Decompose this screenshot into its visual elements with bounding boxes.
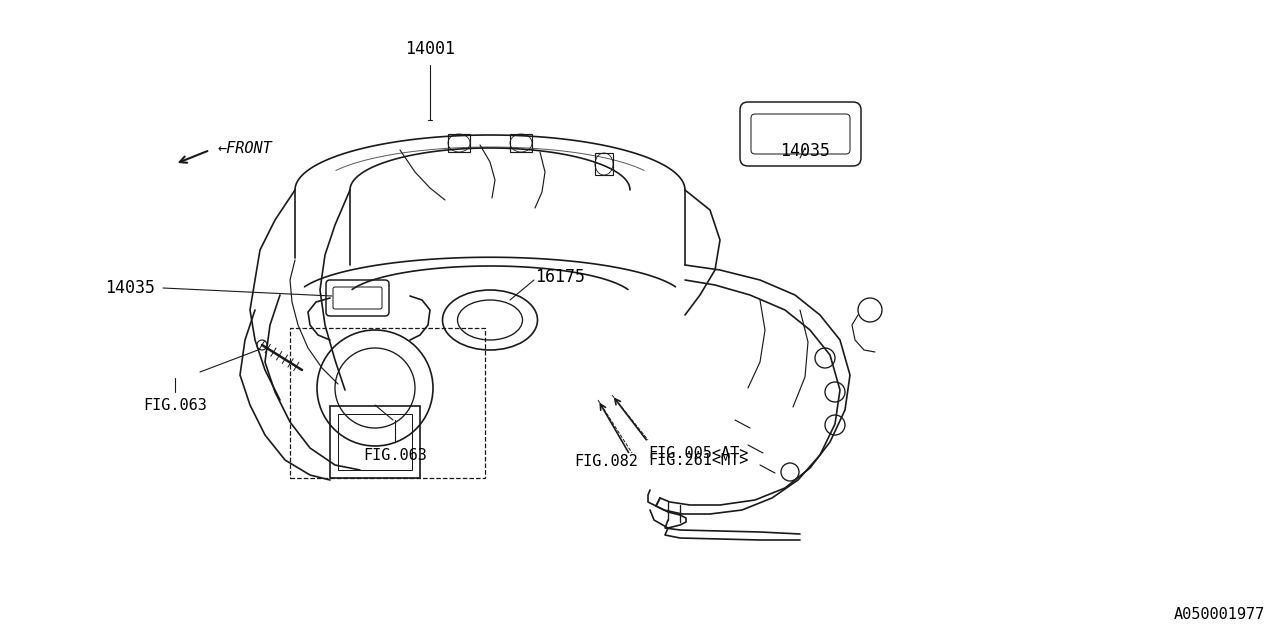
Text: FIG.063: FIG.063	[143, 398, 207, 413]
Text: A050001977: A050001977	[1174, 607, 1265, 622]
Bar	[595, 153, 613, 175]
Text: FIG.063: FIG.063	[364, 448, 428, 463]
Text: 14035: 14035	[105, 279, 155, 297]
Text: 14035: 14035	[780, 142, 829, 160]
Bar	[448, 134, 470, 152]
Text: FIG.082: FIG.082	[575, 454, 637, 470]
Bar	[338, 414, 412, 470]
Bar	[330, 406, 420, 478]
Text: ←FRONT: ←FRONT	[218, 141, 273, 156]
Text: FIG.005<AT>: FIG.005<AT>	[648, 446, 749, 461]
Text: 16175: 16175	[535, 268, 585, 286]
Text: FIG.261<MT>: FIG.261<MT>	[648, 453, 749, 468]
Text: 14001: 14001	[404, 40, 454, 58]
Bar	[509, 134, 532, 152]
